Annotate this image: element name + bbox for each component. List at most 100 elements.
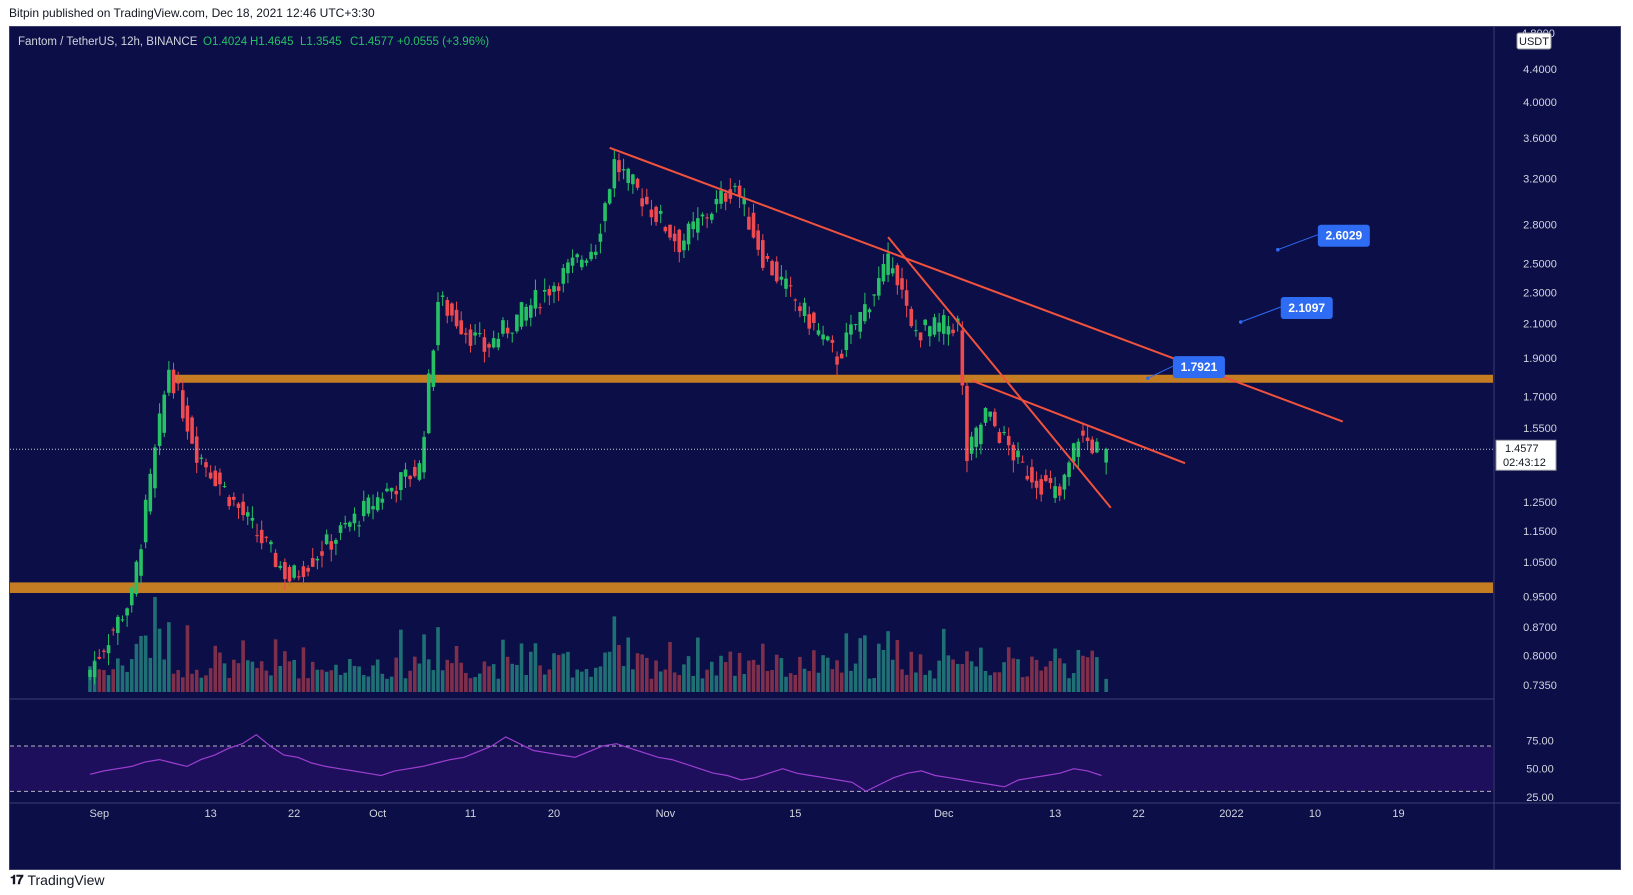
volume-bar: [593, 667, 598, 692]
candle-body: [106, 645, 111, 654]
candle-body: [1020, 461, 1025, 463]
volume-bar: [496, 678, 501, 692]
candle-body: [561, 268, 566, 284]
candle-body: [250, 517, 255, 521]
candle-body: [965, 385, 969, 462]
candle-body: [148, 473, 153, 512]
candle-body: [143, 499, 148, 543]
volume-bar: [111, 669, 115, 692]
ohlc-close: C1.4577: [350, 36, 393, 48]
volume-bar: [241, 640, 245, 692]
candle-body: [505, 327, 510, 334]
volume-bar: [737, 652, 742, 692]
candle-body: [417, 463, 422, 480]
last-price-box: [1495, 439, 1557, 471]
time-tick-label: 11: [465, 808, 476, 820]
volume-bar: [125, 671, 129, 692]
volume-bar: [320, 669, 324, 692]
target-label-box[interactable]: [1172, 356, 1225, 379]
volume-bar: [1081, 655, 1085, 692]
volume-bar: [909, 651, 914, 692]
candle-body: [167, 369, 171, 393]
price-tick-label: 2.3000: [1523, 287, 1557, 299]
volume-bar: [612, 616, 617, 692]
support-resistance-zone[interactable]: [175, 374, 1493, 383]
candle-body: [552, 285, 556, 292]
volume-bar: [417, 663, 422, 692]
volume-bar: [719, 655, 723, 692]
volume-bar: [255, 668, 259, 692]
candle-body: [1044, 475, 1048, 481]
volume-bar: [863, 635, 867, 692]
chart-panel[interactable]: 4.4000 4.0000 3.6000 3.2000 2.8000 2.5000 2.30…: [9, 26, 1621, 870]
candle-body: [830, 339, 835, 343]
volume-bar: [1062, 663, 1067, 692]
candle-body: [468, 329, 473, 346]
candle-body: [974, 427, 979, 447]
candle-body: [1039, 479, 1043, 495]
volume-bar: [580, 671, 584, 692]
volume-bar: [774, 654, 779, 692]
volume-bar: [858, 638, 863, 692]
volume-bar: [348, 659, 352, 692]
target-point[interactable]: [1146, 376, 1150, 380]
currency-box[interactable]: [1516, 32, 1552, 50]
candle-body: [700, 214, 705, 217]
volume-bar: [213, 645, 218, 692]
volume-bar: [1057, 658, 1062, 692]
candle-body: [1030, 467, 1034, 483]
candle-body: [969, 436, 974, 454]
candle-body: [301, 566, 306, 577]
candle-body: [580, 259, 584, 268]
volume-bar: [269, 675, 273, 692]
time-tick-label: Oct: [369, 808, 386, 820]
candle-body: [519, 302, 524, 327]
volume-bar: [287, 661, 292, 692]
candle-body: [538, 307, 542, 309]
candle-body: [515, 314, 519, 332]
candle-body: [1016, 450, 1020, 458]
volume-bar: [399, 629, 403, 692]
target-label-box[interactable]: [1317, 224, 1370, 247]
volume-bar: [473, 677, 477, 692]
volume-bar: [505, 656, 510, 692]
volume-bar: [106, 675, 111, 692]
trendline[interactable]: [887, 236, 1112, 509]
support-resistance-zone[interactable]: [10, 582, 1493, 593]
volume-bar: [886, 631, 890, 692]
candle-body: [798, 306, 802, 312]
volume-bar: [561, 653, 566, 692]
candle-body: [473, 332, 477, 336]
candle-body: [1002, 432, 1006, 434]
volume-bar: [626, 637, 631, 692]
candle-body: [547, 288, 552, 296]
volume-bar: [148, 657, 153, 692]
candle-body: [213, 470, 218, 487]
volume-bar: [714, 675, 719, 692]
volume-bar: [802, 668, 807, 692]
target-point[interactable]: [1276, 247, 1280, 252]
footer-brand[interactable]: 𝟏𝟕 TradingView: [10, 872, 105, 888]
candle-body: [403, 469, 408, 477]
candle-body: [1081, 430, 1085, 436]
volume-bar: [343, 672, 347, 692]
time-tick-label: 13: [205, 808, 217, 820]
price-tick-label: 4.0000: [1523, 97, 1557, 109]
candle-body: [705, 217, 709, 219]
rsi-line[interactable]: [89, 733, 1102, 792]
volume-bar: [519, 643, 524, 692]
candle-body: [199, 457, 204, 459]
volume-bar: [960, 664, 965, 692]
candle-body: [983, 407, 988, 423]
trendline[interactable]: [971, 379, 1186, 465]
candle-body: [320, 551, 324, 556]
candle-body: [788, 285, 793, 287]
candle-body: [181, 390, 185, 419]
candle-body: [779, 276, 784, 280]
price-chart[interactable]: 4.4000 4.0000 3.6000 3.2000 2.8000 2.5000 2.30…: [10, 27, 1621, 870]
candle-body: [171, 369, 176, 394]
volume-bar: [969, 661, 974, 692]
candle-body: [946, 326, 951, 335]
target-label-box[interactable]: [1280, 297, 1333, 320]
candle-body: [385, 488, 389, 492]
